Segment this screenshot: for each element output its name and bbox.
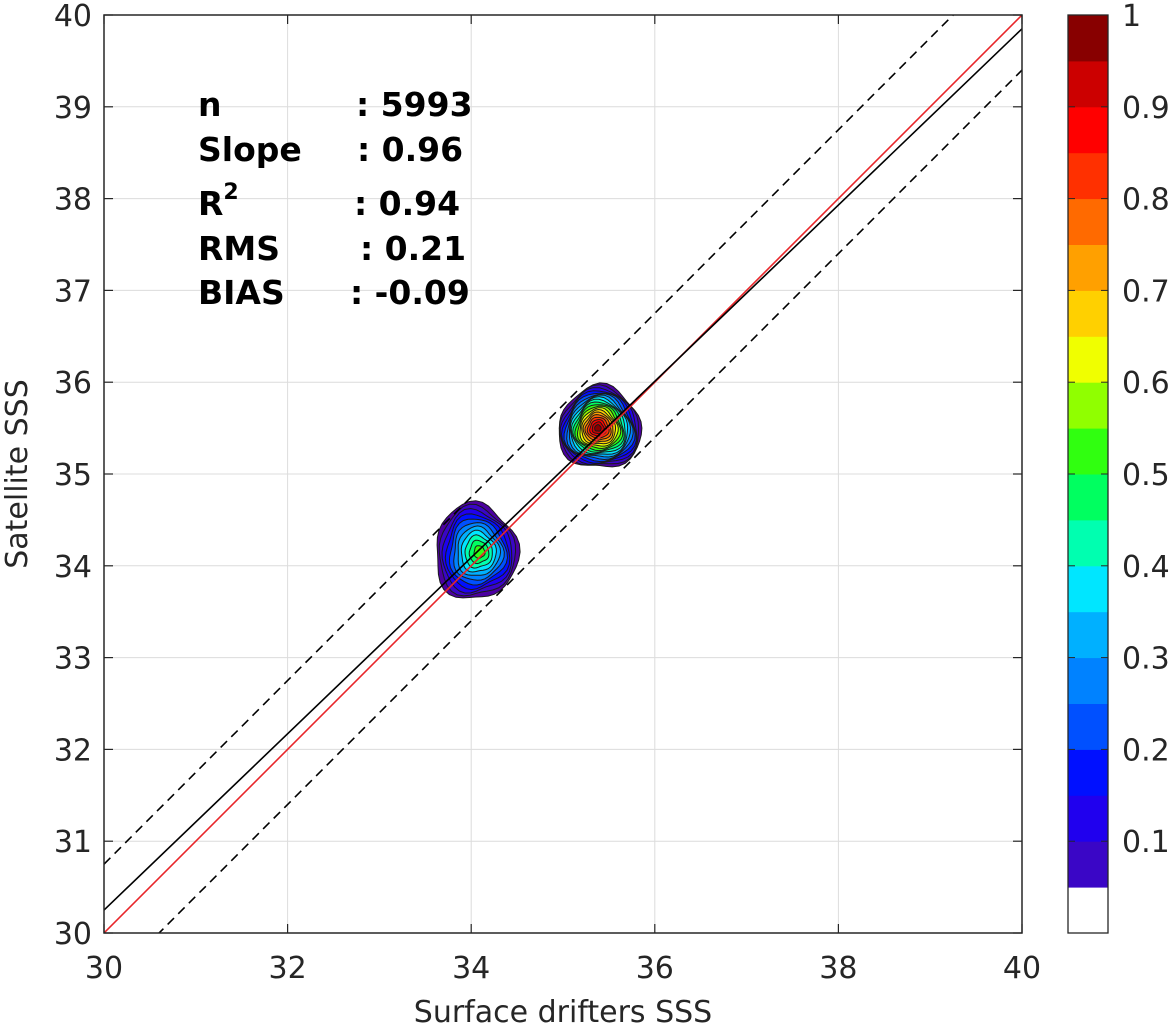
colorbar-tick-label-4: 0.5 xyxy=(1122,458,1170,493)
colorbar-segment-9 xyxy=(1068,474,1108,521)
colorbar-tick-label-8: 0.9 xyxy=(1122,91,1170,126)
colorbar-tick-label-5: 0.6 xyxy=(1122,366,1170,401)
x-tick-label-5: 40 xyxy=(1003,951,1041,986)
y-tick-label-4: 34 xyxy=(54,550,92,585)
colorbar-segment-19 xyxy=(1068,15,1108,62)
x-tick-label-0: 30 xyxy=(85,951,123,986)
colorbar-tick-label-1: 0.2 xyxy=(1122,733,1170,768)
colorbar-segment-16 xyxy=(1068,152,1108,200)
colorbar-tick-label-9: 1 xyxy=(1122,0,1141,34)
y-tick-label-6: 36 xyxy=(54,366,92,401)
stat-bias-label: BIAS xyxy=(198,273,285,312)
y-tick-label-5: 35 xyxy=(54,458,92,493)
colorbar-segment-8 xyxy=(1068,519,1108,567)
x-tick-label-2: 34 xyxy=(452,951,490,986)
stat-r2-value: : 0.94 xyxy=(354,184,460,223)
line-upper-bound xyxy=(104,15,955,865)
stat-slope-value: : 0.96 xyxy=(357,130,463,169)
colorbar-segment-2 xyxy=(1068,795,1108,842)
colorbar-segment-14 xyxy=(1068,244,1108,291)
y-tick-label-8: 38 xyxy=(54,183,92,218)
colorbar-tick-label-7: 0.8 xyxy=(1122,183,1170,218)
y-tick-label-7: 37 xyxy=(54,274,92,309)
colorbar-segment-1 xyxy=(1068,841,1108,888)
colorbar-segment-11 xyxy=(1068,382,1108,429)
density-contours xyxy=(436,382,643,599)
stat-bias-value: : -0.09 xyxy=(350,273,470,312)
colorbar-tick-label-6: 0.7 xyxy=(1122,274,1170,309)
stat-r2-base: R xyxy=(198,184,223,223)
colorbar-segment-10 xyxy=(1068,428,1108,475)
colorbar-tick-label-0: 0.1 xyxy=(1122,825,1170,860)
stat-r2-label: R2 xyxy=(198,180,239,223)
x-tick-label-3: 36 xyxy=(636,951,674,986)
y-tick-label-10: 40 xyxy=(54,0,92,34)
x-axis-title: Surface drifters SSS xyxy=(414,995,712,1028)
line-regression xyxy=(104,28,1022,911)
fit-lines xyxy=(104,15,1022,933)
stat-rms-value: : 0.21 xyxy=(360,229,466,268)
axis-ticks: 30 32 34 36 38 40 30 31 32 33 34 35 36 37 38 39 40 xyxy=(54,0,1041,986)
colorbar-segment-5 xyxy=(1068,657,1108,704)
stat-slope-label: Slope xyxy=(198,130,302,169)
colorbar-tick-label-2: 0.3 xyxy=(1122,642,1170,677)
colorbar-segment-6 xyxy=(1068,611,1108,659)
colorbar-segment-12 xyxy=(1068,336,1108,383)
colorbar-segment-18 xyxy=(1068,60,1108,108)
colorbar-segment-4 xyxy=(1068,703,1108,750)
stat-n-label: n xyxy=(198,85,222,124)
colorbar-tick-label-3: 0.4 xyxy=(1122,550,1170,585)
colorbar-segment-3 xyxy=(1068,749,1108,796)
line-lower-bound xyxy=(157,69,1022,933)
stats-annotation: n : 5993 Slope : 0.96 R2 : 0.94 RMS : 0.… xyxy=(198,85,473,312)
y-tick-label-3: 33 xyxy=(54,642,92,677)
stat-n-value: : 5993 xyxy=(356,85,473,124)
contour-cluster-0-level-20 xyxy=(594,424,602,432)
y-tick-label-9: 39 xyxy=(54,91,92,126)
x-tick-label-1: 32 xyxy=(269,951,307,986)
colorbar-segment-7 xyxy=(1068,565,1108,613)
y-tick-label-1: 31 xyxy=(54,825,92,860)
colorbar-segment-13 xyxy=(1068,290,1108,337)
stat-r2-sup: 2 xyxy=(223,180,238,205)
colorbar-segment-0 xyxy=(1068,887,1108,934)
line-1-1 xyxy=(104,15,1022,933)
colorbar-segment-17 xyxy=(1068,106,1108,154)
y-tick-label-2: 32 xyxy=(54,733,92,768)
colorbar-segment-15 xyxy=(1068,198,1108,245)
colorbar: 0.1 0.2 0.3 0.4 0.5 0.6 0.7 0.8 0.9 1 xyxy=(1067,0,1170,934)
stat-rms-label: RMS xyxy=(198,229,280,268)
y-tick-label-0: 30 xyxy=(54,917,92,952)
y-axis-title: Satellite SSS xyxy=(0,379,35,569)
x-tick-label-4: 38 xyxy=(819,951,857,986)
